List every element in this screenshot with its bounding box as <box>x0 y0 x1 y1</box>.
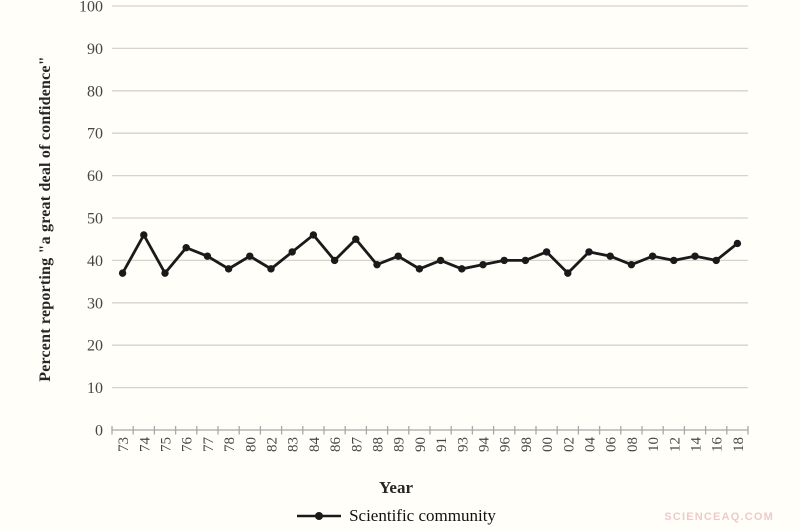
data-point-marker <box>309 231 318 239</box>
y-tick-label: 60 <box>87 168 103 185</box>
x-tick-label: 77 <box>201 437 217 453</box>
data-point-marker <box>352 235 360 243</box>
y-tick-label: 70 <box>87 126 103 143</box>
y-tick-label: 40 <box>87 253 103 270</box>
data-point-marker <box>712 256 720 265</box>
x-tick-label: 04 <box>583 437 599 453</box>
x-tick-label: 18 <box>731 437 747 452</box>
x-tick-label: 98 <box>519 437 535 452</box>
x-tick-label: 02 <box>561 437 577 452</box>
y-axis-title: Percent reporting "a great deal of confi… <box>37 56 54 382</box>
x-tick-label: 91 <box>434 437 450 452</box>
y-tick-label: 0 <box>95 423 103 440</box>
y-tick-label: 20 <box>87 338 103 355</box>
data-point-marker <box>606 252 614 260</box>
series-line <box>121 232 739 276</box>
data-point-marker <box>394 252 402 260</box>
data-point-marker <box>691 252 699 260</box>
y-tick-label: 90 <box>87 41 103 58</box>
y-tick-label: 100 <box>79 0 103 16</box>
x-tick-label: 73 <box>116 437 132 452</box>
data-point-marker <box>564 269 572 277</box>
x-tick-label: 83 <box>286 437 302 452</box>
x-tick-label: 06 <box>604 437 620 453</box>
watermark: SCIENCEAQ.COM <box>664 511 774 523</box>
data-point-marker <box>542 248 551 256</box>
x-tick-label: 74 <box>137 437 153 453</box>
x-tick-label: 16 <box>710 437 726 453</box>
y-tick-label: 80 <box>87 83 103 100</box>
x-tick-label: 93 <box>455 437 471 452</box>
data-point-marker <box>670 256 678 265</box>
data-point-marker <box>458 265 466 273</box>
data-point-marker <box>627 260 636 269</box>
x-tick-label: 86 <box>328 437 344 453</box>
x-tick-label: 14 <box>689 437 705 453</box>
data-point-marker <box>182 243 190 252</box>
data-point-marker <box>288 248 296 256</box>
y-tick-label: 10 <box>87 380 103 397</box>
data-point-marker <box>267 265 275 273</box>
data-point-marker <box>330 256 339 265</box>
data-point-marker <box>161 269 169 277</box>
x-tick-label: 80 <box>243 437 259 452</box>
x-axis-title: Year <box>379 478 413 497</box>
y-tick-label: 50 <box>87 211 103 228</box>
data-point-marker <box>203 252 212 260</box>
data-point-marker <box>224 265 233 273</box>
x-tick-label: 89 <box>392 437 408 452</box>
data-point-marker <box>373 260 381 269</box>
legend-line-marker-icon <box>297 512 342 520</box>
data-point-marker <box>500 256 508 265</box>
x-tick-label: 10 <box>646 437 662 452</box>
x-tick-label: 76 <box>180 437 196 453</box>
x-tick-label: 78 <box>222 437 238 452</box>
x-tick-label: 87 <box>349 437 365 453</box>
x-tick-label: 84 <box>307 437 323 453</box>
data-point-marker <box>585 248 593 256</box>
y-tick-label: 30 <box>87 295 103 312</box>
data-point-marker <box>648 252 657 260</box>
x-tick-label: 00 <box>540 437 556 452</box>
x-tick-label: 96 <box>498 437 514 453</box>
data-point-marker <box>118 269 127 277</box>
data-point-marker <box>479 260 487 269</box>
data-point-marker <box>521 256 530 265</box>
x-tick-label: 88 <box>371 437 387 452</box>
x-tick-label: 82 <box>265 437 281 452</box>
data-point-marker <box>415 265 424 273</box>
x-tick-label: 94 <box>477 437 493 453</box>
x-tick-label: 08 <box>625 437 641 452</box>
x-tick-label: 75 <box>159 437 175 452</box>
x-tick-label: 90 <box>413 437 429 452</box>
legend-series-label: Scientific community <box>349 506 496 525</box>
x-tick-label: 12 <box>667 437 683 452</box>
data-point-marker <box>246 252 254 260</box>
data-point-marker <box>436 256 445 265</box>
data-point-marker <box>140 231 148 239</box>
legend: Scientific community <box>0 506 792 526</box>
data-point-marker <box>733 239 742 248</box>
